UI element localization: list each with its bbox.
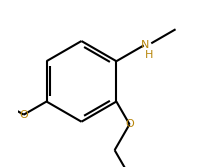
Text: O: O xyxy=(125,119,134,129)
Text: H: H xyxy=(145,50,154,60)
Text: N: N xyxy=(140,40,149,50)
Text: O: O xyxy=(19,110,28,120)
